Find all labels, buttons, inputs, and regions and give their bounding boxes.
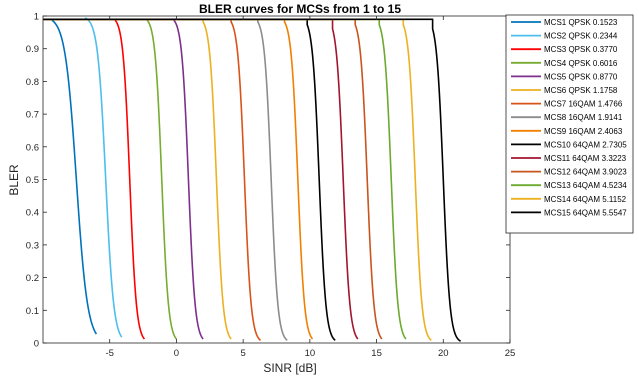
series-line-mcs6 <box>43 18 232 340</box>
legend-entry-mcs7: MCS7 16QAM 1.4766 <box>544 100 623 109</box>
series-line-mcs8 <box>43 18 288 341</box>
legend-entry-mcs8: MCS8 16QAM 1.9141 <box>544 113 623 122</box>
series-line-mcs1 <box>43 18 98 335</box>
y-tick-label: 0.9 <box>26 44 39 55</box>
y-tick-label: 0.6 <box>26 142 39 153</box>
y-axis-label: BLER <box>7 164 21 196</box>
legend-entry-mcs2: MCS2 QPSK 0.2344 <box>544 32 618 41</box>
legend-entry-mcs1: MCS1 QPSK 0.1523 <box>544 18 618 27</box>
chart-title: BLER curves for MCSs from 1 to 15 <box>199 2 401 16</box>
series-line-mcs4 <box>43 18 178 340</box>
legend-entry-mcs9: MCS9 16QAM 2.4063 <box>544 127 623 136</box>
y-tick-label: 0 <box>34 339 39 350</box>
legend-entry-mcs12: MCS12 64QAM 3.9023 <box>544 168 627 177</box>
x-tick-label: 10 <box>305 348 316 359</box>
legend-entry-mcs10: MCS10 64QAM 2.7305 <box>544 140 627 149</box>
axis-ticks-group: -5 0 5 10 15 20 25 0 0.1 0.2 0.3 0.4 0.5 0.6 0.7 0.8 0.9… <box>26 12 516 360</box>
series-line-mcs3 <box>43 18 146 340</box>
series-line-mcs2 <box>43 17 123 338</box>
series-line-mcs10 <box>43 18 336 341</box>
x-tick-label: 25 <box>505 348 516 359</box>
legend-entry-mcs4: MCS4 QPSK 0.6016 <box>544 59 618 68</box>
legend-box <box>505 14 634 234</box>
y-tick-label: 0.3 <box>26 240 39 251</box>
series-line-mcs5 <box>43 18 204 340</box>
y-tick-label: 0.7 <box>26 110 39 121</box>
curves-group <box>43 17 462 342</box>
legend-entry-mcs3: MCS3 QPSK 0.3770 <box>544 45 618 54</box>
series-line-mcs9 <box>43 18 314 340</box>
y-tick-label: 1 <box>34 12 39 23</box>
legend: MCS1 QPSK 0.1523 MCS2 QPSK 0.2344 MCS3 QPS… <box>505 14 634 234</box>
y-tick-label: 0.4 <box>26 208 39 219</box>
legend-entry-mcs5: MCS5 QPSK 0.8770 <box>544 72 618 81</box>
series-line-mcs12 <box>43 18 383 340</box>
y-tick-label: 0.5 <box>26 175 39 186</box>
series-line-mcs11 <box>43 18 359 340</box>
legend-entry-mcs15: MCS15 64QAM 5.5547 <box>544 208 627 217</box>
x-tick-label: 0 <box>174 348 179 359</box>
x-tick-label: -5 <box>105 348 113 359</box>
y-tick-label: 0.8 <box>26 77 39 88</box>
series-line-mcs13 <box>43 18 407 340</box>
legend-entry-mcs6: MCS6 QPSK 1.1758 <box>544 86 618 95</box>
x-axis-label: SINR [dB] <box>263 361 316 375</box>
y-tick-label: 0.1 <box>26 306 39 317</box>
legend-entry-mcs11: MCS11 64QAM 3.3223 <box>544 154 627 163</box>
legend-entry-mcs14: MCS14 64QAM 5.1152 <box>544 195 627 204</box>
y-tick-label: 0.2 <box>26 273 39 284</box>
x-tick-label: 20 <box>438 348 449 359</box>
x-tick-label: 15 <box>371 348 382 359</box>
x-tick-label: 5 <box>240 348 245 359</box>
series-line-mcs14 <box>43 18 432 341</box>
series-line-mcs7 <box>43 18 262 341</box>
series-line-mcs15 <box>43 18 462 342</box>
legend-entry-mcs13: MCS13 64QAM 4.5234 <box>544 181 627 190</box>
